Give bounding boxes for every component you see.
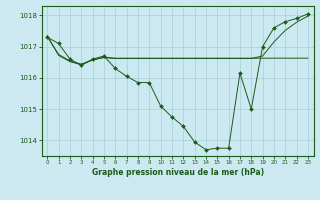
X-axis label: Graphe pression niveau de la mer (hPa): Graphe pression niveau de la mer (hPa) bbox=[92, 168, 264, 177]
